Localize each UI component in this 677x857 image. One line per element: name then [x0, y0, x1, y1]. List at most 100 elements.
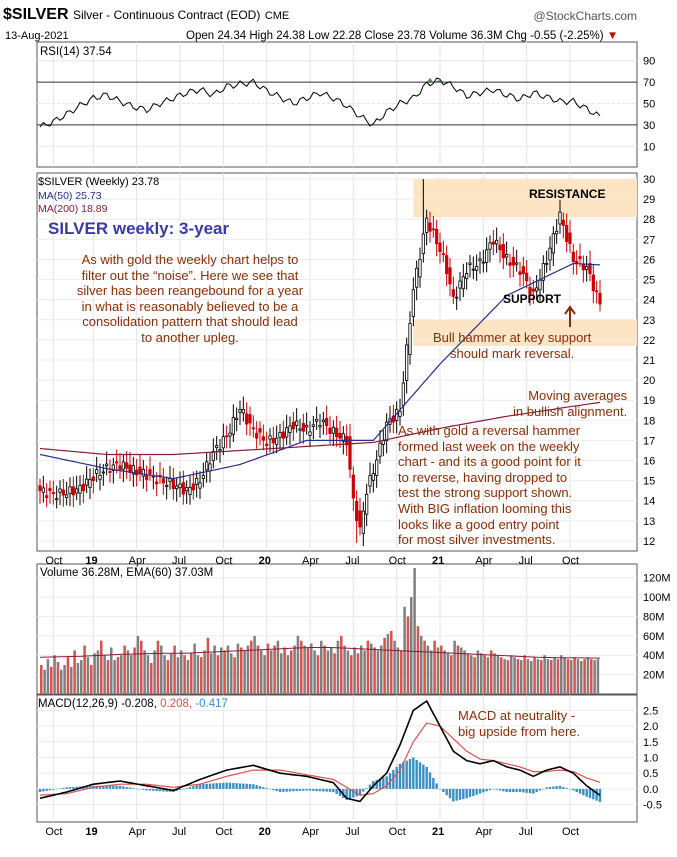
volume-bar: [243, 650, 246, 694]
candle-body: [231, 416, 235, 435]
volume-bar: [73, 650, 76, 694]
candle-body: [198, 482, 202, 489]
volume-bar: [546, 659, 550, 694]
candle-body: [311, 424, 315, 427]
volume-bar: [526, 659, 530, 694]
macd-histogram-bar: [272, 788, 275, 791]
candle-body: [108, 471, 112, 473]
volume-bar: [313, 650, 316, 694]
resistance-band: [413, 179, 637, 218]
volume-bar: [60, 669, 63, 694]
candle-body: [88, 478, 92, 488]
candle-body: [308, 431, 312, 436]
volume-bar: [486, 657, 490, 694]
candle-body: [428, 222, 432, 232]
candle-body: [201, 475, 205, 479]
macd-histogram-bar: [345, 788, 348, 800]
watermark: @StockCharts.com: [533, 9, 637, 23]
candle-body: [315, 419, 319, 422]
volume-bar: [406, 616, 410, 694]
volume-bar: [490, 650, 493, 694]
macd-histogram-bar: [55, 788, 58, 790]
volume-tick-label: 100M: [643, 592, 671, 604]
macd-histogram-bar: [442, 788, 445, 793]
macd-histogram-bar: [88, 785, 92, 789]
volume-bar: [350, 655, 353, 694]
macd-histogram-bar: [218, 783, 222, 789]
candle-body: [268, 435, 272, 440]
candle-body: [498, 244, 502, 251]
candle-body: [65, 494, 69, 498]
candle-body: [251, 427, 255, 430]
volume-bar: [40, 664, 43, 694]
chart-title: SILVER weekly: 3-year: [48, 219, 230, 238]
candle-body: [78, 485, 82, 494]
candle-body: [431, 228, 435, 231]
volume-bar: [470, 655, 473, 694]
macd-histogram-bar: [498, 788, 502, 791]
macd-panel-border: [36, 694, 638, 823]
macd-histogram-bar: [112, 785, 115, 789]
volume-bar: [420, 635, 423, 694]
price-x-axis-label: Jul: [345, 555, 359, 567]
high-label: High: [249, 30, 273, 42]
candle-body: [531, 288, 535, 292]
volume-bar: [576, 659, 580, 694]
macd-histogram-bar: [195, 785, 198, 789]
volume-bar: [106, 660, 110, 694]
candle-body: [318, 424, 322, 428]
ma200-line: [39, 401, 601, 456]
volume-bar: [93, 653, 96, 694]
candle-body: [155, 481, 159, 485]
volume-bar: [196, 655, 200, 694]
high-value: 24.38: [276, 30, 305, 42]
macd-histogram-bar: [262, 787, 265, 789]
macd-histogram-bar: [278, 788, 282, 793]
macd-x-axis-label: Apr: [475, 826, 492, 838]
volume-bar: [400, 650, 403, 694]
macd-x-axis-label: Apr: [129, 826, 146, 838]
candle-body: [561, 219, 565, 226]
candle-body: [71, 486, 75, 496]
price-panel-border: [36, 172, 638, 552]
candle-body: [351, 474, 355, 499]
macd-histogram-bar: [572, 788, 575, 791]
volume-bar: [363, 650, 366, 694]
candle-body: [511, 256, 515, 266]
candle-body: [551, 233, 555, 254]
candle-body: [478, 258, 482, 262]
macd-histogram-bar: [165, 788, 168, 792]
macd-histogram-bar: [585, 788, 588, 797]
macd-histogram-bar: [312, 788, 315, 791]
macd-histogram-bar: [98, 785, 102, 789]
macd-histogram-bar: [248, 783, 252, 789]
macd-histogram-bar: [428, 772, 432, 789]
volume-bar: [173, 645, 176, 694]
macd-histogram-bar: [328, 788, 332, 792]
macd-histogram-bar: [375, 779, 378, 789]
volume-bar: [426, 645, 430, 694]
volume-bar: [310, 643, 313, 694]
macd-histogram-bar: [412, 757, 415, 789]
volume-bar: [550, 660, 553, 694]
volume-bar: [200, 657, 203, 694]
candle-body: [425, 217, 429, 233]
candle-body: [165, 484, 169, 488]
macd-histogram-bar: [242, 783, 245, 789]
macd-histogram-bar: [148, 788, 152, 791]
macd-histogram-bar: [452, 788, 455, 802]
macd-histogram-bar: [42, 788, 45, 792]
macd-histogram-bar: [305, 788, 308, 791]
volume-bar: [436, 647, 440, 694]
macd-histogram-bar: [502, 788, 505, 792]
price-tick-label: 14: [643, 496, 655, 508]
macd-histogram-bar: [358, 788, 362, 796]
volume-tick-label: 80M: [643, 611, 664, 623]
macd-histogram-bar: [485, 788, 488, 792]
macd-tick-label: 2.5: [643, 705, 658, 717]
volume-bar: [233, 657, 236, 694]
volume-bar: [90, 664, 93, 694]
macd-histogram-bar: [68, 787, 72, 789]
volume-bar: [560, 655, 563, 694]
macd-histogram-bar: [108, 785, 112, 789]
